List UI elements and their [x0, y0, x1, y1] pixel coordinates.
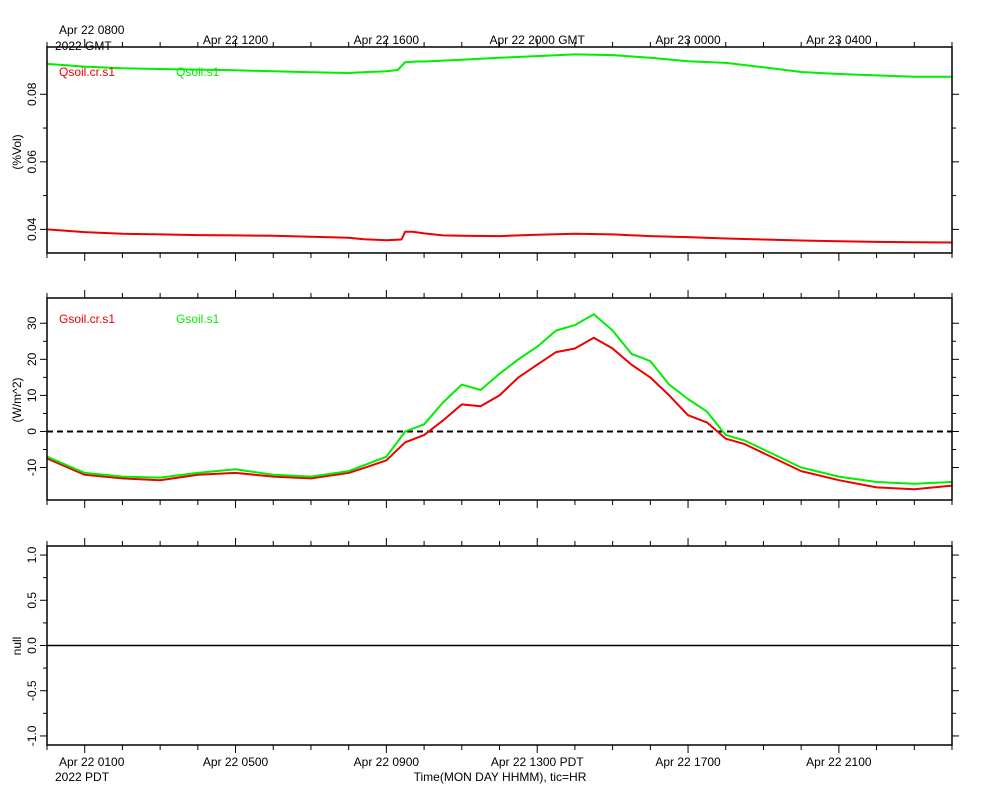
bottom-axis-tick-label: Apr 22 2100: [806, 755, 872, 769]
panel2-ylabel: (W/m^2): [10, 378, 24, 423]
bottom-axis-start-label-line2: 2022 PDT: [55, 770, 110, 784]
y-tick-label: -0.5: [25, 680, 39, 701]
top-axis-start-label-line1: Apr 22 0800: [59, 23, 125, 37]
x-axis-title: Time(MON DAY HHMM), tic=HR: [414, 770, 587, 784]
y-tick-label: 0.08: [25, 82, 39, 106]
bottom-time-axis: Apr 22 0100 2022 PDT Apr 22 0500 Apr 22 0…: [55, 755, 872, 784]
soil-moisture-panel: (%Vol) 0.04 0.06 0.08 Qsoil.cr.s1 Qsoil.s1: [10, 39, 959, 261]
panel3-ylabel: null: [10, 637, 24, 656]
y-tick-label: -10: [25, 459, 39, 477]
series-line-Qsoil-cr-s1: [46, 228, 953, 244]
legend-label-Qsoil-cr-s1: Qsoil.cr.s1: [59, 65, 115, 79]
panel1-ylabel: (%Vol): [10, 134, 24, 169]
legend-label-Gsoil-s1: Gsoil.s1: [176, 312, 220, 326]
bottom-axis-tick-label: Apr 22 1700: [655, 755, 721, 769]
y-tick-label: -1.0: [25, 725, 39, 746]
legend-label-Gsoil-cr-s1: Gsoil.cr.s1: [59, 312, 115, 326]
series-line-Gsoil-s1: [46, 313, 953, 485]
series-line-Gsoil-cr-s1: [46, 336, 953, 491]
bottom-axis-tick-label: Apr 22 0900: [354, 755, 420, 769]
panel2-frame: [46, 297, 953, 501]
top-axis-start-label-line2: 2022 GMT: [55, 39, 112, 53]
bottom-axis-tick-label: Apr 22 1300 PDT: [491, 755, 584, 769]
bottom-axis-tick-label: Apr 22 0500: [203, 755, 269, 769]
panel1-frame: [46, 46, 953, 254]
legend-label-Qsoil-s1: Qsoil.s1: [176, 65, 220, 79]
y-tick-label: 0.04: [25, 217, 39, 241]
y-tick-label: 1.0: [25, 546, 39, 563]
y-tick-label: 0.06: [25, 150, 39, 174]
y-tick-label: 0.5: [25, 592, 39, 609]
y-tick-label: 30: [25, 316, 39, 330]
y-tick-label: 10: [25, 388, 39, 402]
series-line-Qsoil-s1: [46, 53, 952, 78]
y-tick-label: 0.0: [25, 637, 39, 654]
panel3-frame: [46, 545, 953, 746]
y-tick-label: 0: [25, 428, 39, 435]
null-panel: null -1.0 -0.5 0.0 0.5 1.0: [10, 538, 959, 753]
y-tick-label: 20: [25, 352, 39, 366]
top-time-axis: Apr 22 0800 2022 GMT Apr 22 1200 Apr 22 1…: [55, 23, 872, 53]
soil-heat-flux-panel: (W/m^2) -10 0 10 20 30 Gsoil.cr.s1 Gsoil.s1: [10, 290, 959, 508]
bottom-axis-start-label-line1: Apr 22 0100: [59, 755, 125, 769]
